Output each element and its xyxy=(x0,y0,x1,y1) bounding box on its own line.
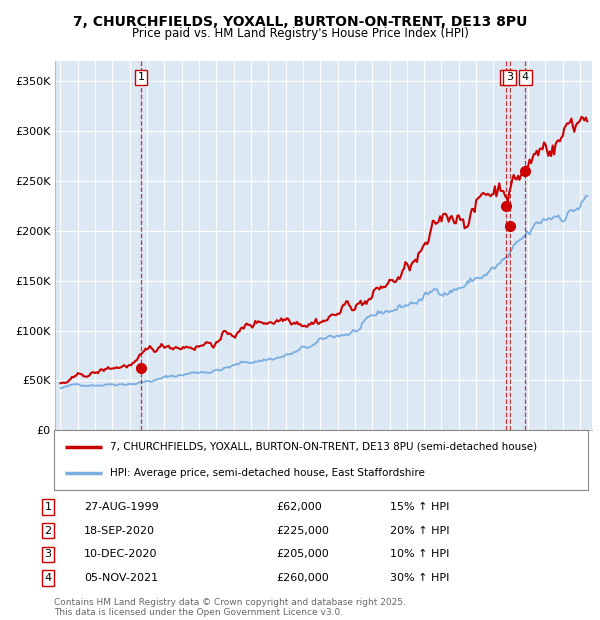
Text: 1: 1 xyxy=(44,502,52,512)
Text: 3: 3 xyxy=(506,73,513,82)
Text: 10% ↑ HPI: 10% ↑ HPI xyxy=(390,549,449,559)
Text: Price paid vs. HM Land Registry's House Price Index (HPI): Price paid vs. HM Land Registry's House … xyxy=(131,27,469,40)
Text: £62,000: £62,000 xyxy=(276,502,322,512)
Text: 10-DEC-2020: 10-DEC-2020 xyxy=(84,549,157,559)
Text: Contains HM Land Registry data © Crown copyright and database right 2025.
This d: Contains HM Land Registry data © Crown c… xyxy=(54,598,406,618)
Text: 2: 2 xyxy=(502,73,509,82)
Text: 7, CHURCHFIELDS, YOXALL, BURTON-ON-TRENT, DE13 8PU: 7, CHURCHFIELDS, YOXALL, BURTON-ON-TRENT… xyxy=(73,16,527,30)
Text: £205,000: £205,000 xyxy=(276,549,329,559)
Text: HPI: Average price, semi-detached house, East Staffordshire: HPI: Average price, semi-detached house,… xyxy=(110,468,425,478)
Text: £225,000: £225,000 xyxy=(276,526,329,536)
Text: 05-NOV-2021: 05-NOV-2021 xyxy=(84,573,158,583)
Text: 1: 1 xyxy=(137,73,145,82)
Text: 15% ↑ HPI: 15% ↑ HPI xyxy=(390,502,449,512)
Text: 20% ↑ HPI: 20% ↑ HPI xyxy=(390,526,449,536)
Text: £260,000: £260,000 xyxy=(276,573,329,583)
Text: 4: 4 xyxy=(522,73,529,82)
Text: 7, CHURCHFIELDS, YOXALL, BURTON-ON-TRENT, DE13 8PU (semi-detached house): 7, CHURCHFIELDS, YOXALL, BURTON-ON-TRENT… xyxy=(110,442,537,452)
Text: 30% ↑ HPI: 30% ↑ HPI xyxy=(390,573,449,583)
Text: 27-AUG-1999: 27-AUG-1999 xyxy=(84,502,159,512)
Text: 4: 4 xyxy=(44,573,52,583)
Text: 18-SEP-2020: 18-SEP-2020 xyxy=(84,526,155,536)
Text: 3: 3 xyxy=(44,549,52,559)
Text: 2: 2 xyxy=(44,526,52,536)
